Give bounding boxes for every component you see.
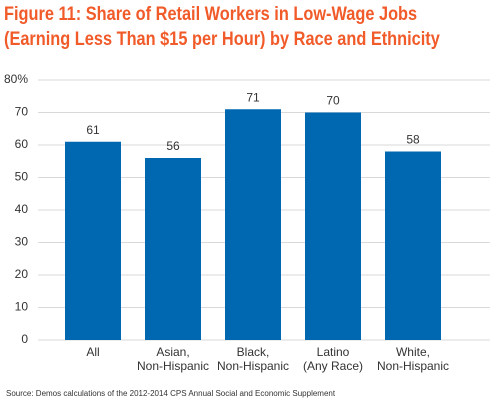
x-tick-label: Non-Hispanic [137, 359, 209, 373]
value-label: 61 [86, 123, 100, 137]
y-tick-label: 80% [4, 72, 28, 86]
x-tick-label: White, [396, 345, 430, 359]
y-tick-label: 0 [21, 332, 28, 346]
y-tick-label: 70 [15, 105, 29, 119]
y-tick-label: 10 [15, 300, 29, 314]
x-tick-label: Non-Hispanic [377, 359, 449, 373]
bar [305, 112, 361, 340]
y-tick-label: 60 [15, 137, 29, 151]
bar [145, 158, 201, 340]
value-label: 70 [326, 94, 340, 108]
y-tick-label: 40 [15, 202, 29, 216]
y-tick-label: 30 [15, 235, 29, 249]
bar [225, 109, 281, 340]
source: Source: Demos calculations of the 2012-2… [6, 389, 336, 398]
bar [65, 141, 121, 340]
x-tick-label: Black, [237, 345, 270, 359]
x-tick-label: Latino [317, 345, 350, 359]
y-tick-label: 50 [15, 170, 29, 184]
x-tick-label: Non-Hispanic [217, 359, 289, 373]
x-tick-label: Asian, [156, 345, 189, 359]
y-tick-label: 20 [15, 267, 29, 281]
chart-title: Figure 11: Share of Retail Workers in Lo… [4, 4, 440, 50]
bar [385, 151, 441, 340]
value-label: 56 [166, 139, 180, 153]
x-tick-label: All [86, 345, 99, 359]
x-tick-label: (Any Race) [303, 359, 363, 373]
value-label: 58 [406, 133, 420, 147]
value-label: 71 [246, 90, 260, 104]
